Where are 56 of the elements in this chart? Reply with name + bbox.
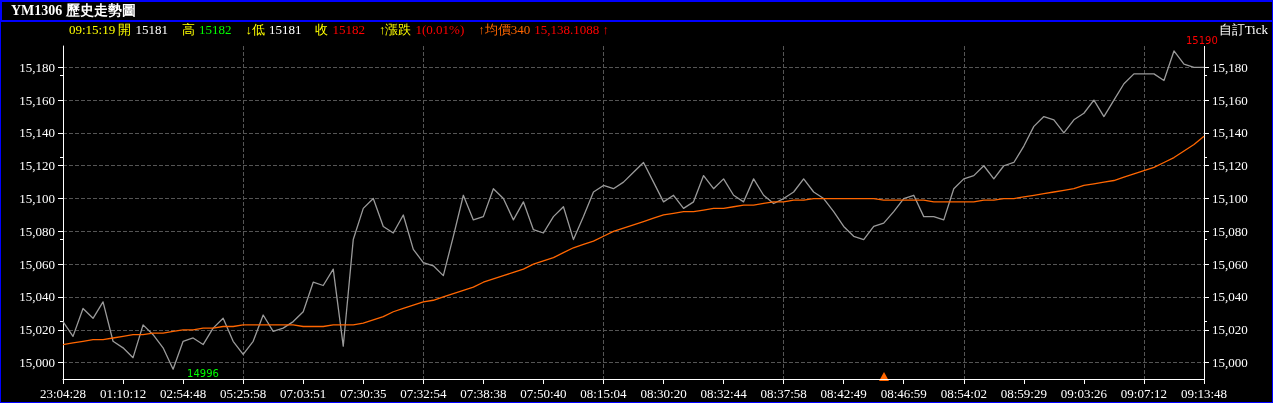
y-tick-label: 15,020 <box>19 322 55 338</box>
x-tick-label: 05:25:58 <box>220 386 267 401</box>
text: 15,138.1088 ↑ <box>534 22 609 37</box>
x-tick-label: 08:46:59 <box>880 386 927 401</box>
x-tick-label: 07:30:35 <box>340 386 387 401</box>
x-tick-label: 07:38:38 <box>460 386 507 401</box>
text: 高 <box>181 22 195 37</box>
y-tick-label: 15,180 <box>19 59 55 75</box>
y-tick-label: 15,040 <box>19 289 55 305</box>
x-tick-label: 08:54:02 <box>940 386 987 401</box>
x-tick-label: 09:07:12 <box>1120 386 1168 401</box>
text: ↑均價340 <box>478 22 531 37</box>
x-tick-label: 09:03:26 <box>1060 386 1108 401</box>
text: 收 <box>315 22 329 37</box>
x-tick-label: 08:59:29 <box>1000 386 1047 401</box>
x-tick-label: 09:13:48 <box>1180 386 1228 401</box>
x-tick-label: 08:15:04 <box>580 386 628 401</box>
x-tick-label: 07:03:51 <box>280 386 327 401</box>
y2-tick-label: 15,000 <box>1212 355 1248 371</box>
text: 15182 <box>332 22 365 37</box>
y-tick-label: 15,060 <box>19 256 55 272</box>
x-tick-label: 23:04:28 <box>39 386 87 401</box>
x-tick-label: 08:37:58 <box>760 386 807 401</box>
x-tick-label: 07:50:40 <box>520 386 567 401</box>
y-tick-label: 15,100 <box>19 191 55 207</box>
text: 15182 <box>198 22 232 37</box>
x-tick-label: 08:30:20 <box>640 386 687 401</box>
text: 09:15:19 開 <box>69 22 132 37</box>
y-tick-label: 15,000 <box>19 355 55 371</box>
y2-tick-label: 15,020 <box>1212 322 1248 338</box>
text: 自訂Tick <box>1218 22 1269 37</box>
chart-title: YM1306 歷史走勢圖 <box>11 2 136 18</box>
x-tick-label: 02:54:48 <box>159 386 207 401</box>
y2-tick-label: 15,160 <box>1212 92 1248 108</box>
text: 15181 <box>268 22 302 37</box>
annotation: 14996 <box>187 367 219 379</box>
text: ↑漲跌 <box>378 22 412 37</box>
y2-tick-label: 15,180 <box>1212 59 1248 75</box>
text: 1(0.01%) <box>415 22 465 37</box>
x-tick-label: 08:32:44 <box>700 386 748 401</box>
y2-tick-label: 15,120 <box>1212 158 1248 174</box>
y-tick-label: 15,080 <box>19 223 55 239</box>
x-tick-label: 01:10:12 <box>99 386 147 401</box>
y-tick-label: 15,120 <box>19 158 55 174</box>
y2-tick-label: 15,100 <box>1212 191 1248 207</box>
text: 15181 <box>135 22 168 37</box>
y2-tick-label: 15,140 <box>1212 125 1248 141</box>
y2-tick-label: 15,040 <box>1212 289 1248 305</box>
y-tick-label: 15,160 <box>19 92 55 108</box>
x-tick-label: 08:42:49 <box>820 386 867 401</box>
y-tick-label: 15,140 <box>19 125 55 141</box>
y2-tick-label: 15,080 <box>1212 223 1248 239</box>
text: ↓低 <box>245 22 265 37</box>
x-tick-label: 07:32:54 <box>400 386 447 401</box>
y2-tick-label: 15,060 <box>1212 256 1248 272</box>
annotation: 15190 <box>1185 35 1218 47</box>
